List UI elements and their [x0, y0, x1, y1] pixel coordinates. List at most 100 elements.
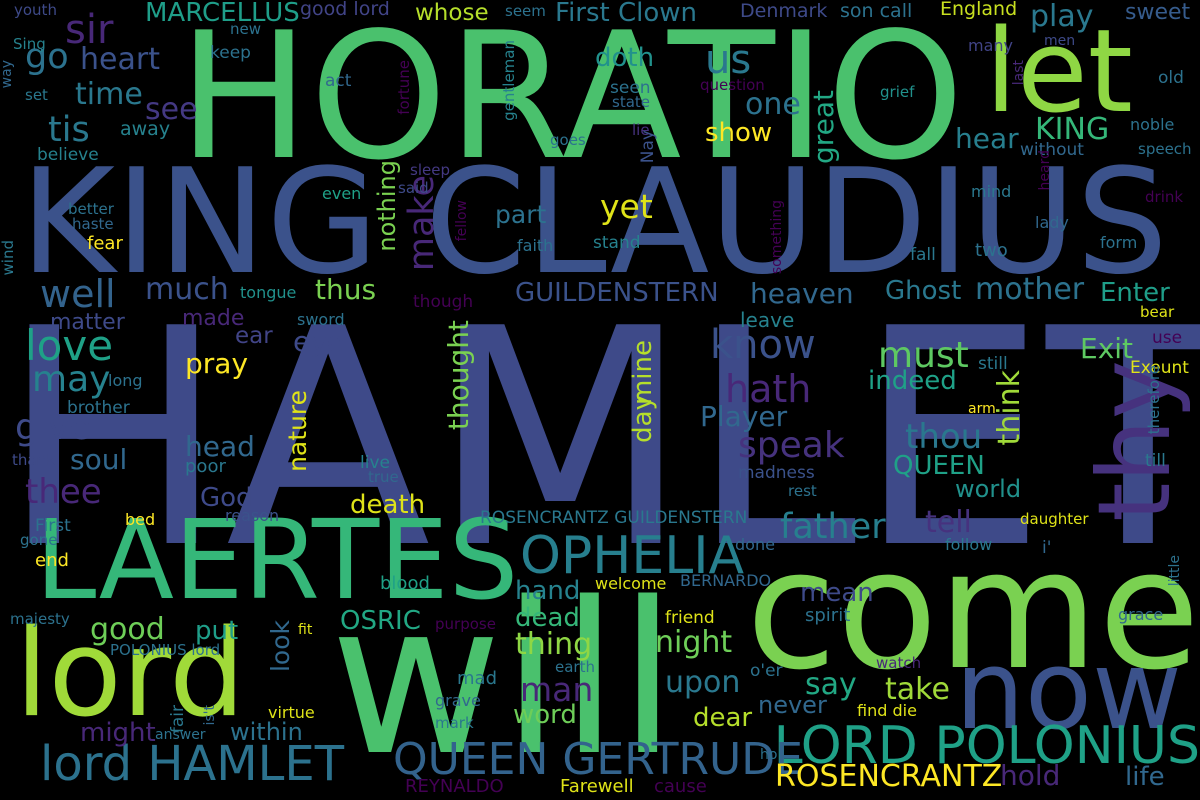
- word-good: good: [90, 612, 165, 647]
- word-hand: hand: [515, 576, 581, 606]
- word-england: England: [940, 0, 1018, 20]
- word-see: see: [145, 92, 198, 127]
- word-noble: noble: [1130, 115, 1175, 134]
- word-haste: haste: [72, 215, 114, 233]
- word-long: long: [108, 371, 143, 390]
- word-something: something: [769, 200, 785, 275]
- word-rosencrantz: ROSENCRANTZ: [775, 759, 1003, 794]
- word-horatio: HORATIO: [178, 0, 965, 199]
- word-hath: hath: [725, 367, 812, 411]
- word-sweet: sweet: [1125, 0, 1191, 25]
- word-mean: mean: [800, 578, 874, 608]
- word-friend: friend: [665, 608, 715, 628]
- word-without: without: [1020, 140, 1084, 160]
- word-hamlet: HAMLET: [0, 265, 1200, 614]
- word-night: night: [655, 625, 733, 660]
- word-dead: dead: [515, 603, 580, 633]
- word-grave: grave: [435, 691, 481, 710]
- word-tongue: tongue: [240, 283, 297, 302]
- word-act: act: [325, 71, 352, 91]
- word-man: man: [520, 670, 594, 709]
- word-let: let: [985, 5, 1133, 139]
- word-mother: mother: [975, 272, 1085, 307]
- word-hold: hold: [1000, 759, 1061, 792]
- word-wind: wind: [0, 240, 17, 276]
- word-better: better: [68, 200, 114, 218]
- word-faith: faith: [517, 236, 554, 255]
- word-welcome: welcome: [595, 574, 667, 593]
- word-heard: heard: [1037, 150, 1053, 191]
- word-lie: lie: [632, 121, 650, 139]
- word-even: even: [322, 184, 362, 203]
- word-son-call: son call: [840, 0, 913, 22]
- word-fellow: fellow: [454, 200, 470, 242]
- word-gone: gone: [20, 531, 58, 549]
- word-little: little: [1167, 555, 1183, 587]
- word-grace: grace: [1118, 605, 1164, 624]
- word-many: many: [968, 36, 1013, 55]
- word-marcellus: MARCELLUS: [145, 0, 300, 28]
- word-king: KING: [1035, 112, 1110, 147]
- word-death: death: [350, 490, 426, 520]
- word-within: within: [230, 718, 303, 746]
- word-though: though: [413, 292, 474, 312]
- word-heaven: heaven: [750, 277, 854, 310]
- word-nothing: nothing: [373, 160, 401, 252]
- word-thought: thought: [442, 320, 475, 431]
- word-new: new: [230, 20, 262, 38]
- word-till: till: [1145, 451, 1166, 471]
- word-away: away: [120, 118, 171, 140]
- word-give: give: [15, 407, 92, 448]
- word-madness: madness: [738, 463, 815, 483]
- word-put: put: [195, 616, 239, 646]
- word-hear: hear: [955, 122, 1019, 155]
- word-watch: watch: [876, 654, 922, 672]
- word-tell: tell: [925, 505, 972, 540]
- word-rosencrantz-guildenstern: ROSENCRANTZ GUILDENSTERN: [480, 508, 748, 528]
- word-world: world: [955, 475, 1022, 503]
- word-sleep: sleep: [410, 161, 450, 179]
- word-therefore: therefore: [1145, 365, 1163, 435]
- word-mark: mark: [435, 714, 474, 732]
- word-earth: earth: [555, 658, 595, 676]
- word-youth: youth: [14, 1, 57, 19]
- word-part: part: [495, 200, 547, 229]
- word-last: last: [1011, 60, 1027, 86]
- word-seen: seen: [610, 78, 651, 98]
- word-thank: thank: [12, 451, 55, 469]
- word-eye: eye: [293, 325, 345, 358]
- word-reynaldo: REYNALDO: [405, 776, 504, 797]
- word-mind: mind: [971, 182, 1012, 201]
- word-father: father: [780, 507, 886, 547]
- word-thus: thus: [315, 273, 377, 306]
- word-nay: Nay: [638, 130, 658, 164]
- word-good-lord: good lord: [300, 0, 390, 20]
- word-ear: ear: [235, 323, 273, 349]
- word-cause: cause: [654, 776, 707, 797]
- word-blood: blood: [380, 573, 430, 594]
- word-may: may: [32, 359, 111, 400]
- word-way: way: [0, 60, 15, 89]
- word-lady: lady: [1035, 213, 1069, 232]
- word-is-t: is't: [202, 705, 218, 726]
- word-exit: Exit: [1080, 332, 1134, 365]
- word-form: form: [1100, 233, 1138, 252]
- word-rest: rest: [788, 482, 817, 500]
- word-say: say: [805, 667, 857, 702]
- word-keep: keep: [210, 43, 251, 63]
- word-thy: thy: [1076, 360, 1193, 522]
- word-indeed: indeed: [868, 366, 957, 396]
- word-great: great: [807, 90, 840, 165]
- word-bernardo: BERNARDO: [680, 571, 772, 590]
- word-end: end: [35, 550, 69, 571]
- word-enter: Enter: [1100, 278, 1170, 308]
- word-one: one: [745, 87, 801, 122]
- word-grief: grief: [880, 83, 915, 101]
- word-king-claudius: KING CLAUDIUS: [20, 138, 1169, 307]
- word-look: look: [266, 620, 295, 673]
- word-doth: doth: [595, 43, 655, 73]
- word-whose: whose: [415, 0, 489, 26]
- word-heart: heart: [80, 42, 160, 77]
- word-gentleman: gentleman: [500, 40, 518, 121]
- word-head: head: [185, 430, 255, 463]
